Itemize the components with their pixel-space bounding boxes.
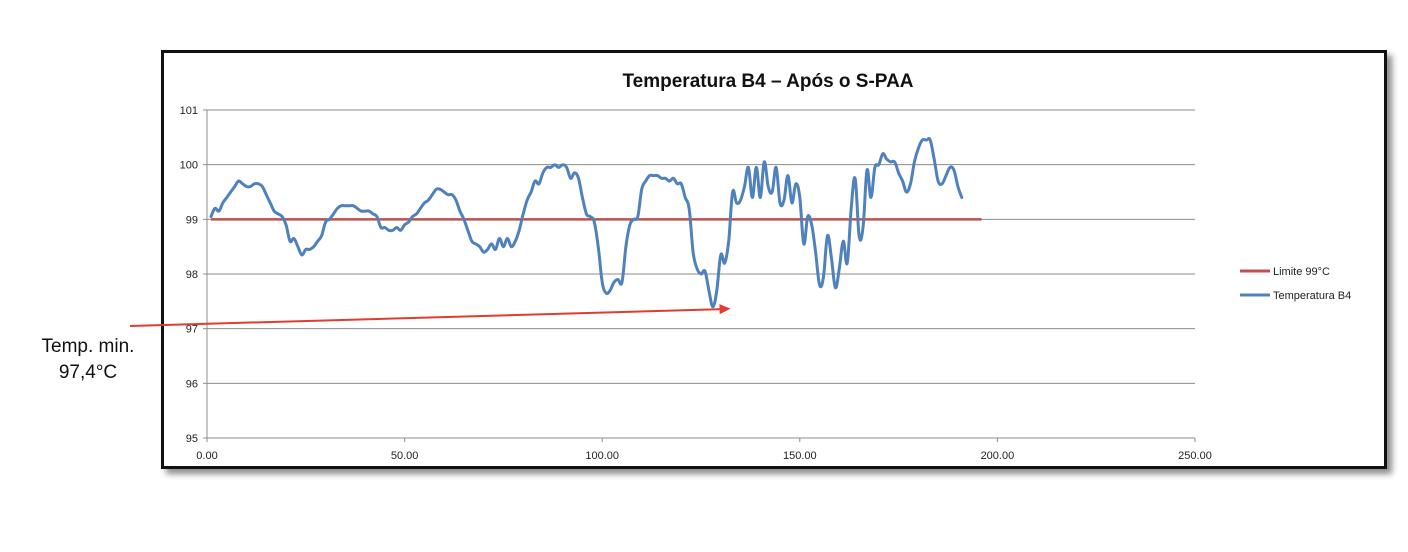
x-tick-label: 150.00 xyxy=(783,450,817,462)
y-tick-label: 96 xyxy=(186,378,198,390)
y-tick-label: 101 xyxy=(180,105,198,117)
y-tick-label: 97 xyxy=(186,324,198,336)
x-tick-label: 100.00 xyxy=(585,450,619,462)
x-tick-label: 250.00 xyxy=(1178,450,1212,462)
annotation: Temp. min. 97,4°C xyxy=(42,304,731,383)
chart-frame xyxy=(161,50,1387,469)
axes xyxy=(203,109,1196,442)
legend-label-temperatura-b4: Temperatura B4 xyxy=(1273,290,1351,302)
y-tick-label: 98 xyxy=(186,269,198,281)
series-line-temperatura-b4 xyxy=(209,137,964,309)
y-tick-label: 100 xyxy=(180,160,198,172)
y-tick-label: 99 xyxy=(186,214,198,226)
ticks: 95 96 97 98 99 100 101 0.00 50.00 100.00 150.00 200… xyxy=(180,105,1212,462)
gridlines xyxy=(207,109,1195,384)
chart-title: Temperatura B4 – Após o S-PAA xyxy=(622,71,913,92)
annotation-arrow-line xyxy=(129,308,723,327)
x-tick-label: 0.00 xyxy=(196,450,217,462)
legend-label-limite-99-c: Limite 99°C xyxy=(1273,266,1330,278)
series-layer xyxy=(209,137,982,309)
y-tick-label: 95 xyxy=(186,433,198,445)
x-tick-label: 50.00 xyxy=(391,450,419,462)
legend: Limite 99°C Temperatura B4 xyxy=(1240,266,1351,302)
annotation-arrow-head xyxy=(719,304,731,315)
annotation-text-line2: 97,4°C xyxy=(59,362,117,383)
x-tick-label: 200.00 xyxy=(981,450,1015,462)
annotation-text-line1: Temp. min. xyxy=(42,336,135,357)
